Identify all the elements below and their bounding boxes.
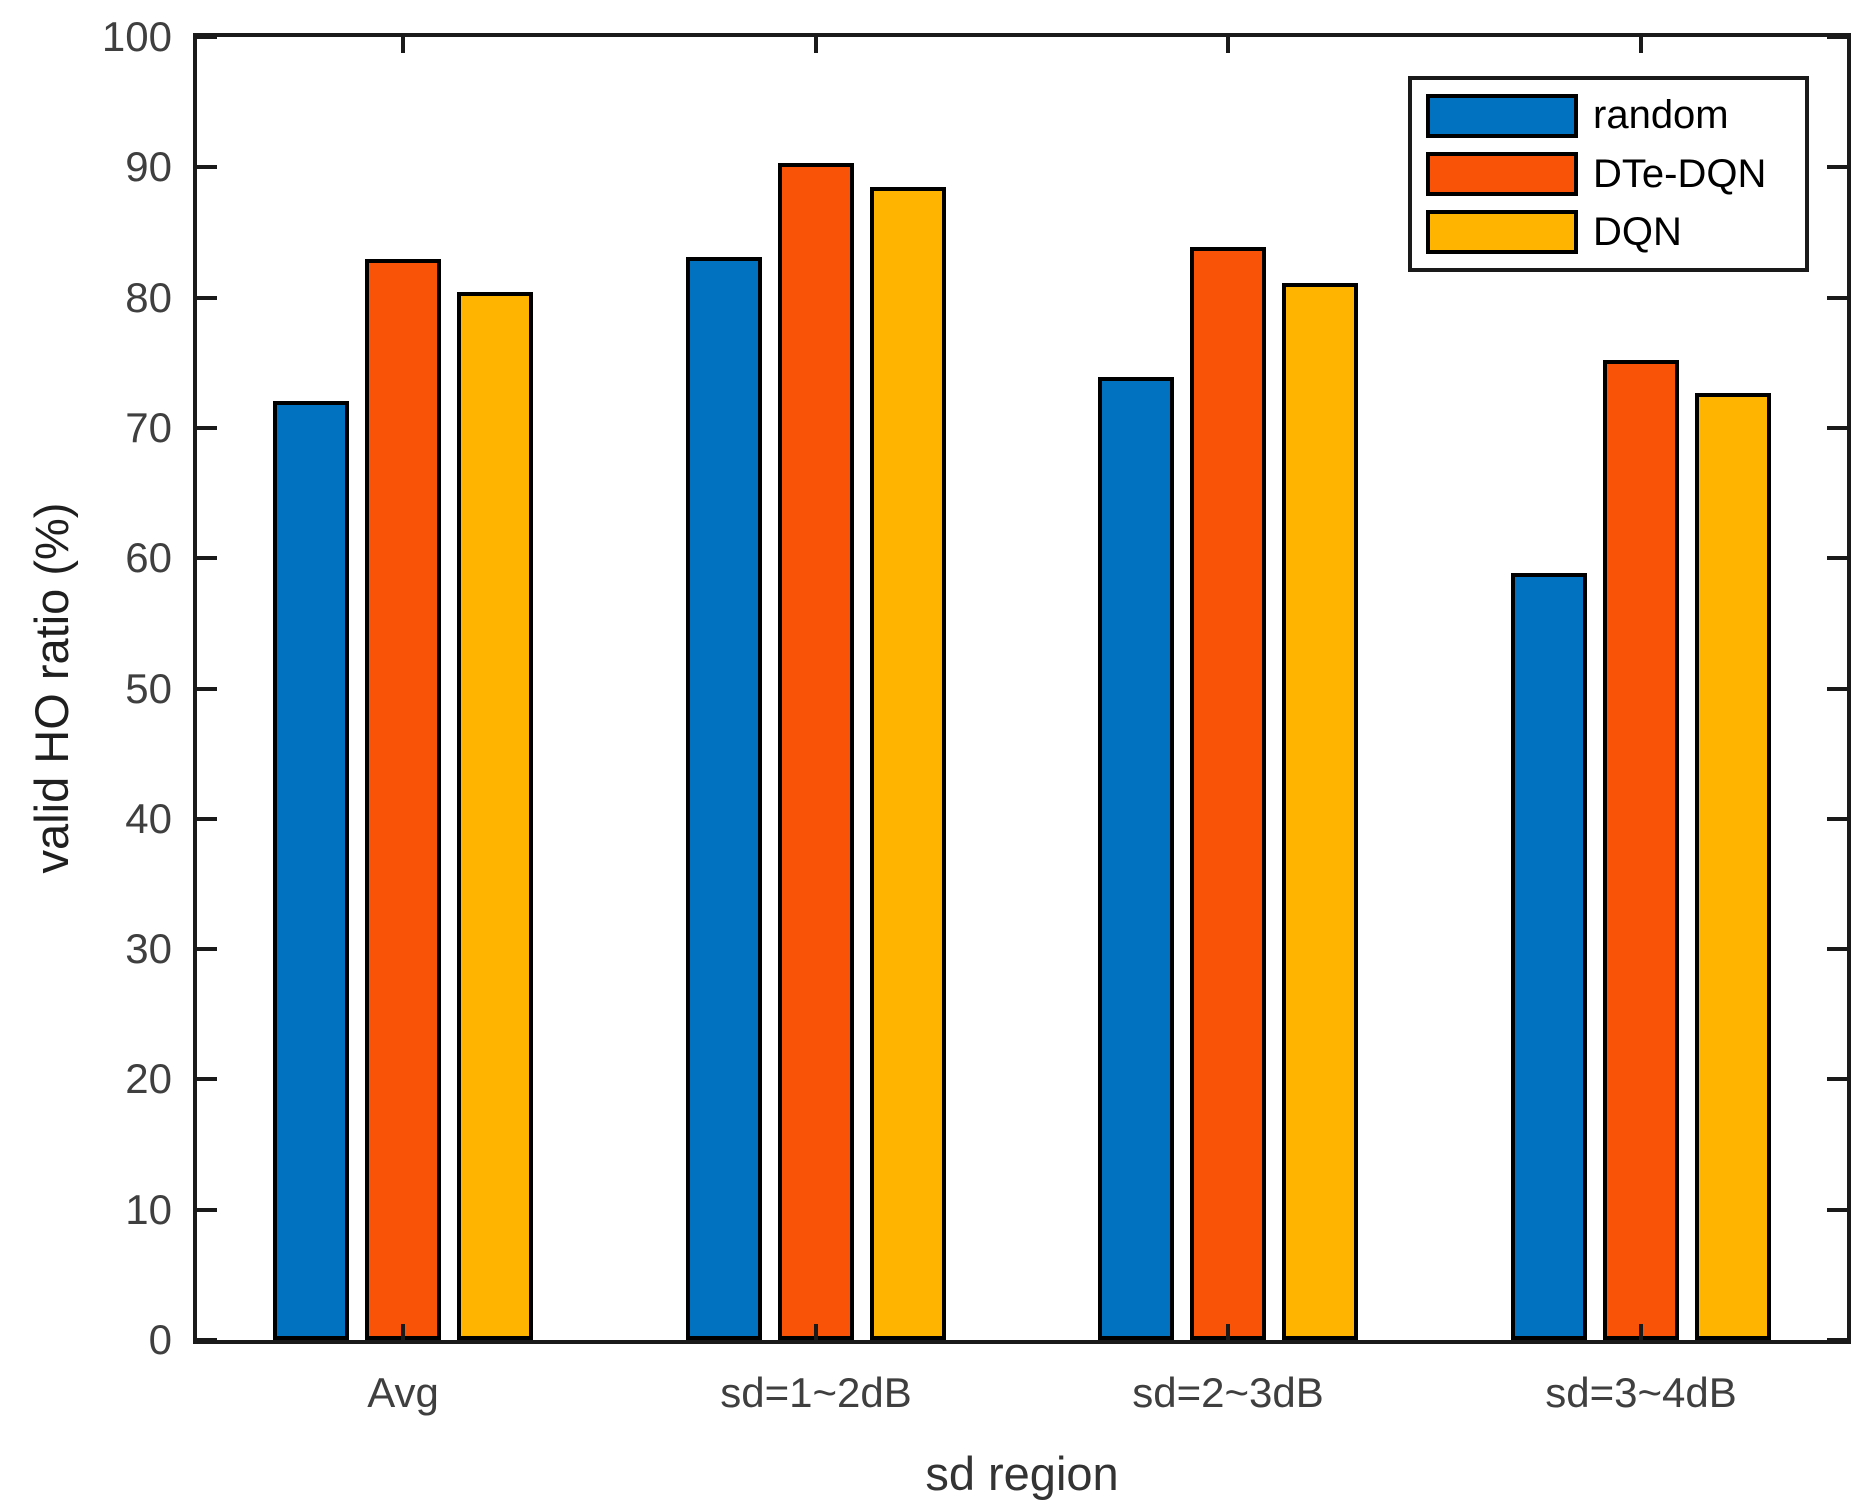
y-tick-mark: [197, 1338, 217, 1342]
bar-dte-dqn-sd-1-2db: [778, 163, 854, 1340]
y-tick-label: 50: [125, 665, 172, 712]
bar-dqn-avg: [457, 292, 533, 1340]
legend-entry-random: random: [1426, 93, 1805, 138]
bar-dte-dqn-sd-2-3db: [1190, 247, 1266, 1340]
legend-label-random: random: [1593, 93, 1729, 138]
bar-random-avg: [273, 401, 349, 1340]
bar-dqn-sd-1-2db: [870, 187, 946, 1340]
bar-random-sd-1-2db: [686, 257, 762, 1340]
y-tick-mark: [1827, 947, 1847, 951]
y-tick-label: 80: [125, 274, 172, 321]
legend: random DTe-DQN DQN: [1408, 76, 1809, 272]
x-tick-mark: [401, 37, 405, 53]
legend-swatch-dqn: [1426, 210, 1578, 255]
plot-area: [197, 35, 1847, 1342]
legend-entry-dqn: DQN: [1426, 210, 1805, 255]
y-tick-label: 100: [101, 13, 172, 60]
y-tick-mark: [1827, 817, 1847, 821]
y-tick-mark: [197, 165, 217, 169]
y-tick-label: 20: [125, 1055, 172, 1102]
y-tick-label: 0: [148, 1316, 172, 1363]
x-tick-mark: [814, 37, 818, 53]
y-tick-mark: [1827, 1338, 1847, 1342]
bar-dqn-sd-2-3db: [1282, 283, 1358, 1340]
y-tick-mark: [1827, 1208, 1847, 1212]
y-tick-mark: [197, 556, 217, 560]
bar-random-sd-3-4db: [1511, 573, 1587, 1340]
x-tick-label: sd=1~2dB: [720, 1369, 912, 1416]
x-axis-title: sd region: [925, 1447, 1119, 1500]
y-tick-label: 60: [125, 534, 172, 581]
legend-label-dqn: DQN: [1593, 209, 1682, 254]
y-tick-mark: [1827, 687, 1847, 691]
y-tick-label: 30: [125, 925, 172, 972]
y-tick-label: 90: [125, 143, 172, 190]
y-tick-mark: [1827, 165, 1847, 169]
x-tick-label: sd=2~3dB: [1132, 1369, 1324, 1416]
y-tick-mark: [1827, 1077, 1847, 1081]
x-tick-mark: [1226, 37, 1230, 53]
y-tick-label: 10: [125, 1186, 172, 1233]
x-tick-label: Avg: [367, 1369, 439, 1416]
y-tick-mark: [197, 1077, 217, 1081]
x-tick-mark: [1639, 37, 1643, 53]
y-tick-mark: [197, 35, 217, 39]
legend-swatch-dte-dqn: [1426, 152, 1578, 196]
y-tick-mark: [197, 687, 217, 691]
y-tick-mark: [1827, 426, 1847, 430]
y-tick-mark: [1827, 35, 1847, 39]
y-tick-mark: [1827, 556, 1847, 560]
bar-dqn-sd-3-4db: [1695, 393, 1771, 1340]
x-tick-mark: [1639, 1324, 1643, 1340]
y-tick-mark: [197, 1208, 217, 1212]
x-tick-label: sd=3~4dB: [1545, 1369, 1737, 1416]
x-tick-mark: [814, 1324, 818, 1340]
bar-random-sd-2-3db: [1098, 377, 1174, 1340]
x-tick-mark: [1226, 1324, 1230, 1340]
y-tick-mark: [197, 947, 217, 951]
legend-label-dte-dqn: DTe-DQN: [1593, 151, 1767, 196]
legend-entry-dte-dqn: DTe-DQN: [1426, 152, 1805, 197]
y-tick-mark: [1827, 296, 1847, 300]
bar-dte-dqn-avg: [365, 259, 441, 1340]
y-tick-mark: [197, 296, 217, 300]
bar-dte-dqn-sd-3-4db: [1603, 360, 1679, 1340]
y-tick-label: 40: [125, 795, 172, 842]
y-tick-mark: [197, 426, 217, 430]
legend-swatch-random: [1426, 93, 1578, 138]
x-tick-mark: [401, 1324, 405, 1340]
y-tick-label: 70: [125, 404, 172, 451]
y-tick-mark: [197, 817, 217, 821]
